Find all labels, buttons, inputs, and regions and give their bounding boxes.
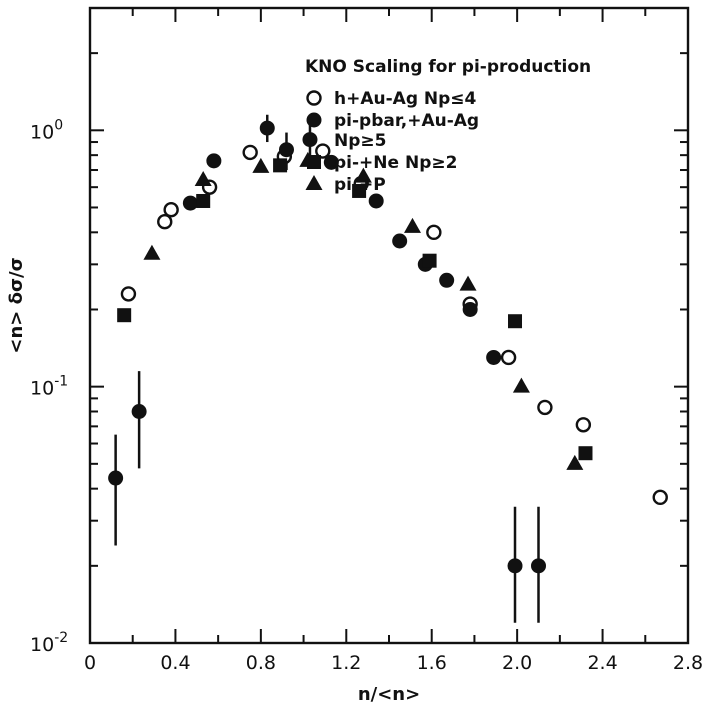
filled-circle-marker xyxy=(278,142,294,158)
x-tick-label: 2.4 xyxy=(587,652,617,674)
x-tick-label: 0 xyxy=(84,652,96,674)
filled-circle-marker xyxy=(439,272,455,288)
triangle-marker xyxy=(354,167,372,183)
filled-circle-marker xyxy=(462,301,478,317)
legend-entry-label: Np≥5 xyxy=(334,131,386,151)
open-circle-marker xyxy=(163,202,179,218)
filled-circle-marker xyxy=(486,349,502,365)
filled-circle-marker xyxy=(259,120,275,136)
square-marker xyxy=(578,446,593,461)
open-circle-marker xyxy=(537,399,553,416)
filled-circle-marker xyxy=(507,558,523,574)
error-bars xyxy=(114,114,540,623)
y-tick-label: 10-1 xyxy=(30,374,68,400)
x-tick-label: 0.8 xyxy=(246,652,276,674)
square-marker xyxy=(508,314,523,329)
filled-circle-marker xyxy=(531,558,546,574)
square-marker xyxy=(117,308,132,323)
square-marker xyxy=(273,158,288,173)
triangle-marker xyxy=(252,157,270,173)
legend-title: KNO Scaling for pi-production xyxy=(305,57,591,77)
triangle-marker xyxy=(512,377,530,393)
y-axis-label: <n> δσ/σ xyxy=(6,257,27,353)
square-marker xyxy=(307,155,321,169)
y-tick-label: 100 xyxy=(30,117,63,143)
x-tick-label: 1.2 xyxy=(331,652,361,674)
triangle-marker xyxy=(566,454,584,470)
square-marker xyxy=(352,183,367,198)
open-circle-marker xyxy=(120,286,137,302)
data-points xyxy=(108,120,668,574)
filled-circle-marker xyxy=(306,112,322,128)
square-marker xyxy=(422,253,437,268)
filled-circle-marker xyxy=(302,132,318,148)
open-circle-marker xyxy=(426,224,442,241)
x-tick-label: 2.0 xyxy=(502,652,532,674)
legend: KNO Scaling for pi-production h+Au-Ag Np… xyxy=(305,57,591,195)
triangle-marker xyxy=(194,170,212,186)
open-circle-marker xyxy=(652,489,668,506)
triangle-marker xyxy=(143,244,161,260)
x-tick-label: 1.6 xyxy=(417,652,447,674)
square-marker xyxy=(196,193,211,208)
filled-circle-marker xyxy=(108,470,124,486)
legend-entry-label: h+Au-Ag Np≤4 xyxy=(334,89,477,109)
open-circle-marker xyxy=(500,349,517,366)
filled-circle-marker xyxy=(182,195,198,211)
open-circle-marker xyxy=(242,144,258,161)
open-circle-marker xyxy=(315,143,331,159)
legend-entry-label: pi-+Ne Np≥2 xyxy=(334,153,457,173)
x-tick-label: 2.8 xyxy=(673,652,702,674)
filled-circle-marker xyxy=(206,153,222,169)
y-tick-label: 10-2 xyxy=(30,630,68,656)
open-circle-marker xyxy=(306,90,322,106)
filled-circle-marker xyxy=(323,154,339,170)
filled-circle-marker xyxy=(131,403,147,419)
triangle-marker xyxy=(459,275,477,291)
triangle-marker xyxy=(403,217,421,233)
open-circle-marker xyxy=(575,417,592,433)
x-tick-label: 0.4 xyxy=(160,652,190,674)
legend-entry-label: pi-+P xyxy=(334,175,386,195)
x-axis-label: n/<n> xyxy=(358,684,420,705)
legend-entry-label: pi-pbar,+Au-Ag xyxy=(334,111,479,131)
filled-circle-marker xyxy=(368,193,384,209)
filled-circle-marker xyxy=(392,233,408,249)
axis-ticks: 0 0.4 0.8 1.2 1.6 2.0 2.4 2.8 100 10-1 10-2 xyxy=(30,7,702,674)
triangle-marker xyxy=(305,175,323,190)
open-circle-marker xyxy=(157,214,173,230)
